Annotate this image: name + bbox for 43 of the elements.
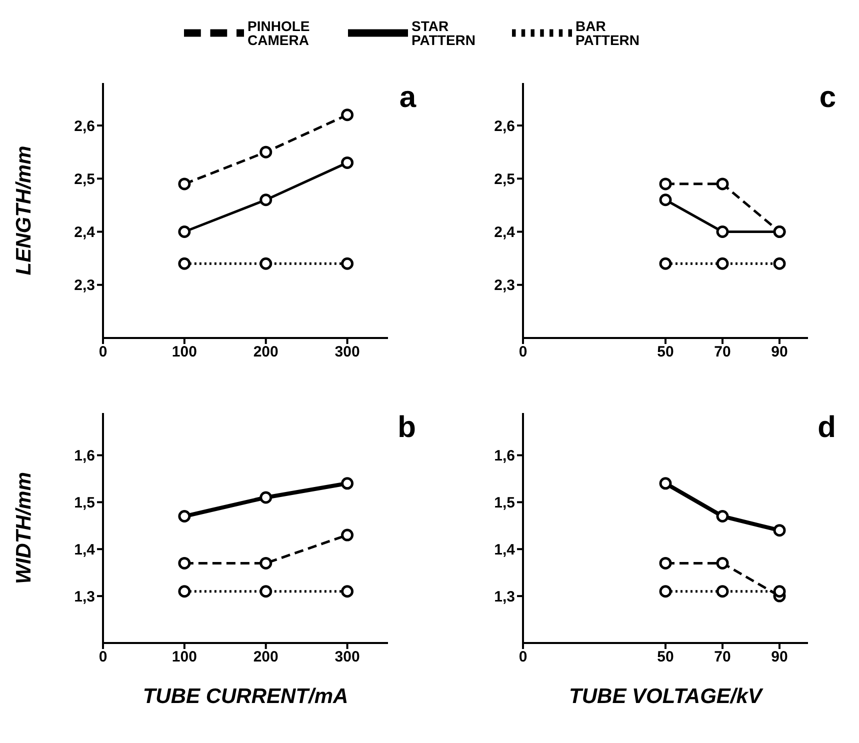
y-tick-label: 1,4 xyxy=(74,541,96,558)
legend-label: BAR PATTERN xyxy=(576,18,641,48)
y-tick-label: 1,3 xyxy=(494,588,515,606)
text: b xyxy=(398,411,416,445)
y-tick-label: 2,3 xyxy=(74,277,95,294)
x-tick-label: 0 xyxy=(518,344,528,361)
y-tick-label: 2,6 xyxy=(494,118,515,135)
y-tick-label: 1,4 xyxy=(494,541,516,558)
x-tick-label: 90 xyxy=(771,648,788,666)
legend-label: STAR PATTERN xyxy=(412,18,477,48)
y-tick-label: 1,6 xyxy=(494,448,515,465)
x-tick-label: 50 xyxy=(657,344,674,361)
x-axis-title: TUBE CURRENT/mA xyxy=(142,685,348,708)
text: d xyxy=(818,411,836,445)
x-tick-label: 100 xyxy=(172,344,197,361)
legend-label: PINHOLE CAMERA xyxy=(248,18,311,48)
x-tick-label: 300 xyxy=(334,344,360,361)
y-tick-label: 1,3 xyxy=(74,588,95,606)
y-tick-label: 1,5 xyxy=(74,494,95,512)
x-tick-label: 50 xyxy=(657,648,674,666)
x-tick-label: 300 xyxy=(334,648,360,666)
y-tick-label: 2,3 xyxy=(494,277,515,294)
x-tick-label: 90 xyxy=(771,344,788,361)
y-tick-label: 2,4 xyxy=(74,224,96,242)
x-tick-label: 100 xyxy=(172,648,197,666)
x-tick-label: 0 xyxy=(518,648,528,666)
x-tick-label: 0 xyxy=(98,648,108,666)
y-tick-label: 2,5 xyxy=(74,170,95,188)
y-tick-label: 2,5 xyxy=(494,170,515,188)
x-tick-label: 70 xyxy=(714,344,731,361)
y-axis-title: WIDTH/mm xyxy=(12,472,36,584)
x-tick-label: 70 xyxy=(714,648,731,666)
y-tick-label: 2,4 xyxy=(494,224,516,242)
x-tick-label: 200 xyxy=(253,344,278,361)
y-axis-title: LENGTH/mm xyxy=(12,146,36,276)
y-tick-label: 2,6 xyxy=(74,118,95,135)
text: c xyxy=(819,81,836,115)
y-tick-label: 1,5 xyxy=(494,494,515,512)
x-tick-label: 200 xyxy=(253,648,278,666)
x-tick-label: 0 xyxy=(98,344,108,361)
x-axis-title: TUBE VOLTAGE/kV xyxy=(569,685,764,708)
y-tick-label: 1,6 xyxy=(74,448,95,465)
text: a xyxy=(399,81,416,115)
